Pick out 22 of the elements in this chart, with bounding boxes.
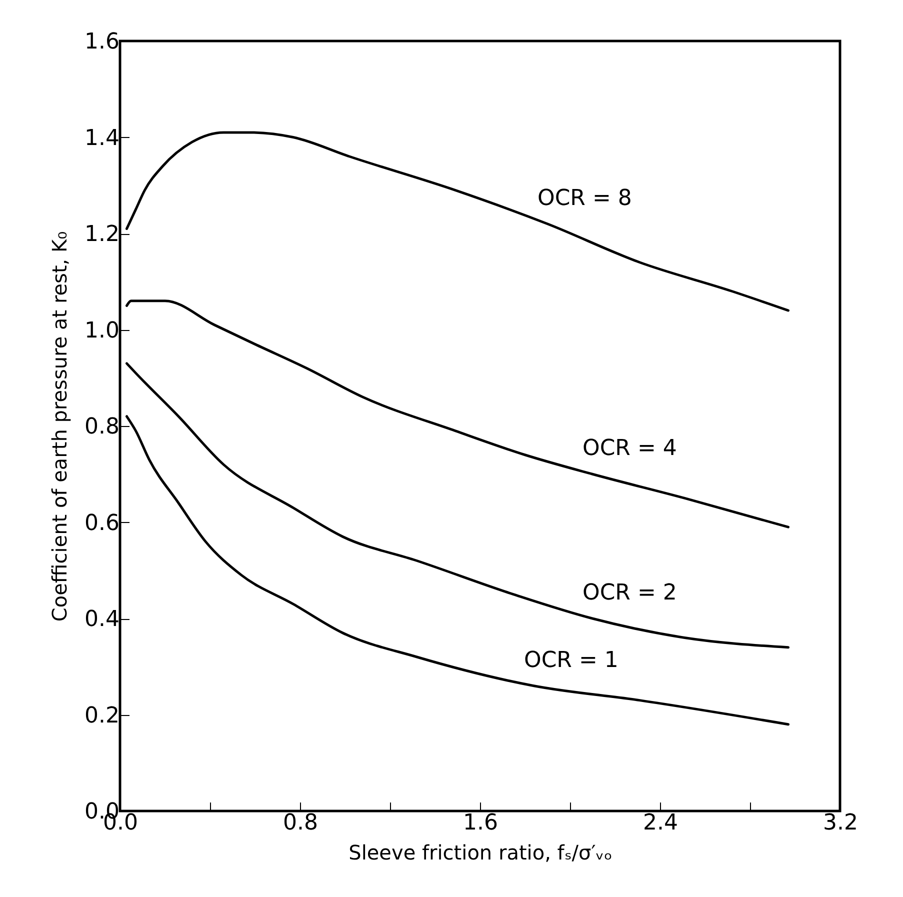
y-tick-label: 0.6 — [84, 510, 120, 536]
x-tick-label: 2.4 — [643, 810, 678, 836]
x-tick-label: 3.2 — [823, 810, 858, 836]
line-series — [126, 300, 790, 528]
series-label: OCR = 1 — [524, 648, 618, 673]
line-series — [126, 131, 790, 312]
y-tick-label: 1.2 — [84, 222, 120, 247]
y-tick-label: 0.4 — [84, 607, 120, 632]
series-label: OCR = 4 — [582, 436, 677, 462]
line-series — [126, 362, 790, 649]
y-tick-label: 1.0 — [84, 318, 120, 344]
y-tick-label: 1.6 — [84, 30, 120, 54]
series-label: OCR = 2 — [582, 580, 677, 606]
x-tick-label: 1.6 — [463, 810, 498, 836]
line-series — [126, 415, 790, 726]
x-tick-label: 0.8 — [283, 810, 318, 836]
series-label: OCR = 8 — [538, 186, 632, 211]
y-tick-label: 0.2 — [84, 703, 120, 728]
y-tick-label: 0.8 — [84, 414, 120, 440]
x-axis-title: Sleeve friction ratio, fₛ/σ′ᵥₒ — [348, 840, 612, 864]
y-axis-title: Coefficient of earth pressure at rest, K₀ — [48, 231, 72, 622]
y-tick-label: 1.4 — [84, 126, 120, 151]
